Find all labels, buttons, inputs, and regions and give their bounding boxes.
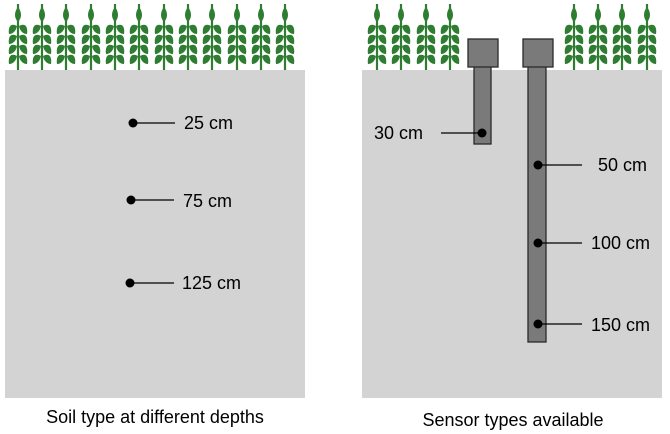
depth-label: 75 cm (183, 191, 232, 211)
wheat-plant-icon (128, 2, 150, 74)
sensor-label: 50 cm (598, 155, 647, 175)
wheat-plant-icon (563, 2, 585, 74)
wheat-plant-icon (201, 2, 223, 74)
wheat-plant-icon (390, 2, 412, 74)
right-caption: Sensor types available (422, 410, 603, 430)
short-sensor-probe: 30 cm (374, 38, 499, 145)
wheat-plant-icon (636, 2, 658, 74)
depth-marker-25: 25 cm (128, 113, 233, 133)
wheat-plant-icon (226, 2, 248, 74)
wheat-plant-icon (250, 2, 272, 74)
wheat-plant-icon (415, 2, 437, 74)
left-caption: Soil type at different depths (46, 407, 264, 427)
left-panel: 25 cm 75 cm 125 cm Soil type at differen… (5, 2, 305, 427)
wheat-plant-icon (80, 2, 102, 74)
sensor-label: 150 cm (591, 315, 650, 335)
wheat-plant-icon (177, 2, 199, 74)
long-sensor-cap (522, 38, 554, 68)
right-soil-block (362, 70, 662, 398)
right-panel: 30 cm 50 cm 100 cm 150 cm Sensor types a… (362, 2, 662, 430)
long-sensor-probe: 50 cm 100 cm 150 cm (522, 38, 650, 343)
sensor-label: 100 cm (591, 233, 650, 253)
wheat-plant-icon (274, 2, 296, 74)
sensor-label: 30 cm (374, 123, 423, 143)
short-sensor-cap (467, 38, 499, 68)
wheat-plant-icon (587, 2, 609, 74)
wheat-plant-icon (31, 2, 53, 74)
wheat-plant-icon (439, 2, 461, 74)
wheat-plant-icon (153, 2, 175, 74)
wheat-plant-icon (7, 2, 29, 74)
right-crop-row-left (366, 2, 461, 74)
wheat-plant-icon (611, 2, 633, 74)
left-crop-row (7, 2, 296, 74)
right-crop-row-right (563, 2, 658, 74)
depth-marker-75: 75 cm (126, 191, 232, 211)
depth-label: 125 cm (182, 273, 241, 293)
long-sensor-shaft (527, 57, 547, 343)
depth-label: 25 cm (184, 113, 233, 133)
wheat-plant-icon (366, 2, 388, 74)
wheat-plant-icon (55, 2, 77, 74)
left-soil-block (5, 70, 305, 398)
depth-marker-125: 125 cm (125, 273, 241, 293)
wheat-plant-icon (104, 2, 126, 74)
